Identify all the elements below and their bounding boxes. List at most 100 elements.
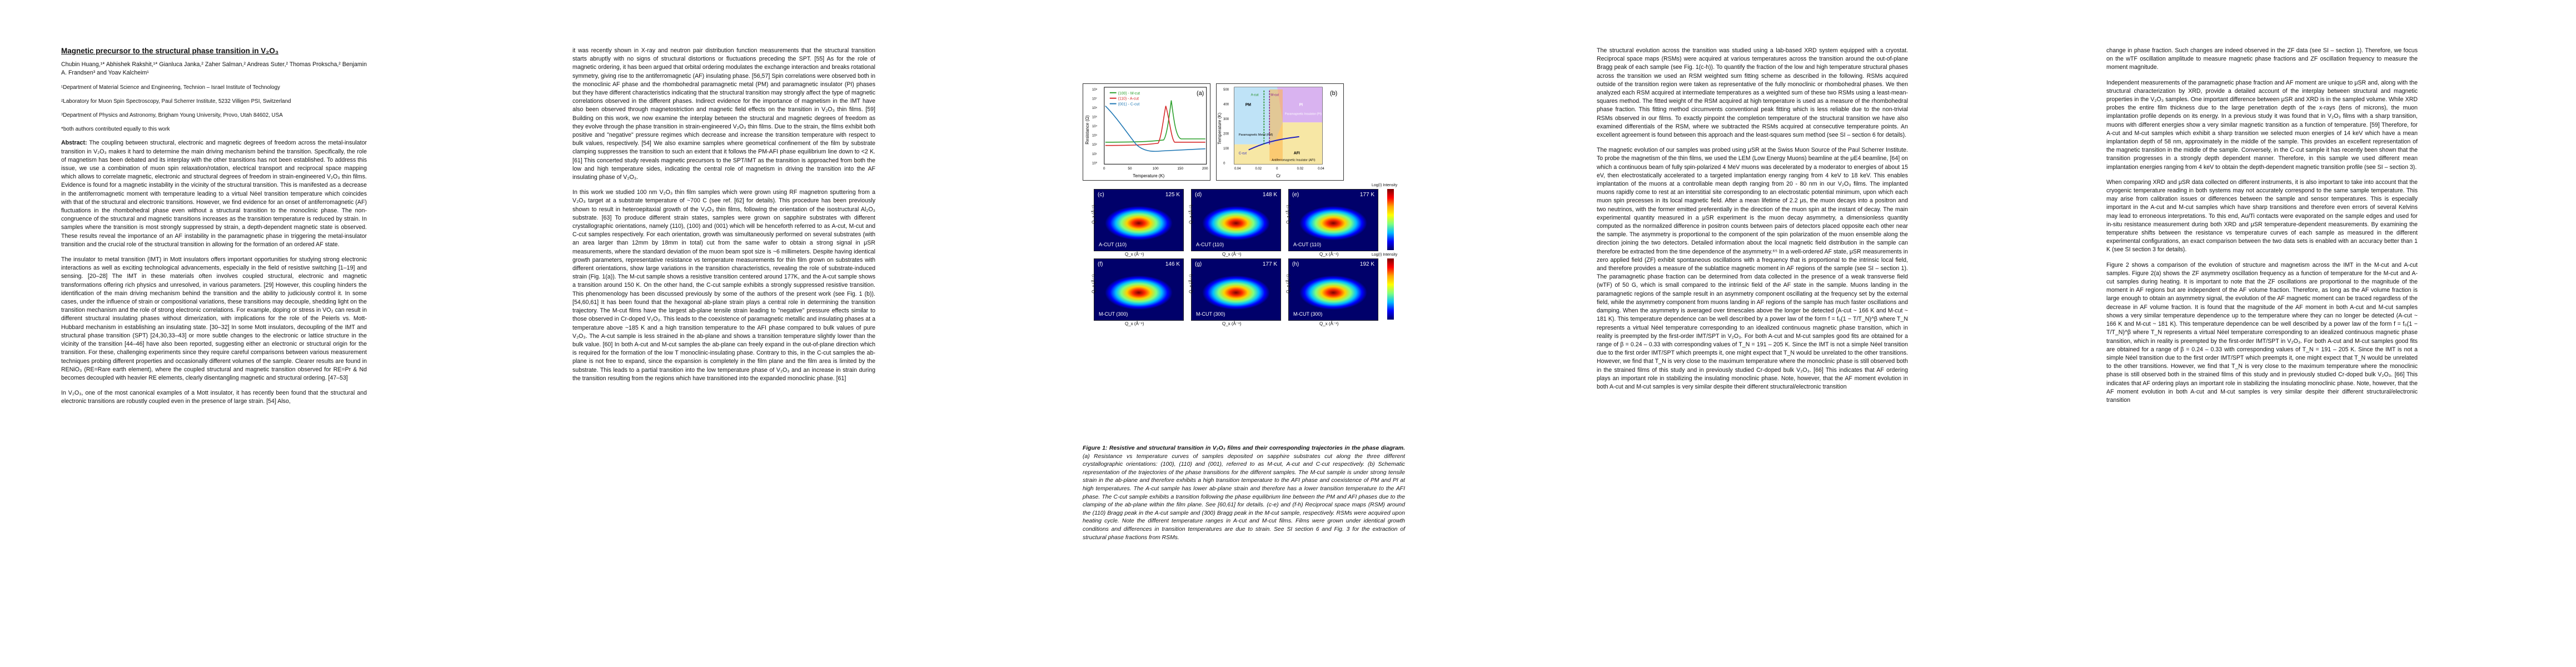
column-4: change in phase fraction. Such changes a… — [2106, 47, 2418, 411]
rsm-qx-label: Q_x (Å⁻¹) — [1319, 321, 1339, 326]
affiliation-3: ³Department of Physics and Astronomy, Br… — [61, 112, 283, 119]
legend-a-cut: (110) - A-cut — [1118, 97, 1139, 101]
rsm-peak-label: M-CUT (300) — [1196, 311, 1225, 317]
panel-a-y-tick: 10⁷ — [1092, 97, 1097, 101]
column-2: it was recently shown in X-ray and neutr… — [572, 47, 875, 390]
rsm-peak-label: A-CUT (110) — [1293, 242, 1322, 247]
rsm-qz-label: Q_z (Å⁻¹) — [1188, 274, 1194, 293]
rsm-temperature: 177 K — [1359, 192, 1374, 198]
phase-label-pi: PI — [1299, 103, 1303, 107]
affiliation-1: ¹Department of Material Science and Engi… — [61, 84, 280, 91]
col4-paragraph-3: When comparing XRD and μSR data collecte… — [2106, 178, 2418, 253]
rsm-temperature: 125 K — [1165, 192, 1180, 198]
phase-label-afi: AFI — [1294, 152, 1300, 156]
col4-paragraph-1: change in phase fraction. Such changes a… — [2106, 47, 2418, 71]
panel-a-y-tick: 10⁵ — [1092, 116, 1098, 120]
rsm-peak-label: M-CUT (300) — [1293, 311, 1323, 317]
panel-a-x-tick: 50 — [1128, 167, 1132, 171]
abstract: Abstract: The coupling between structura… — [61, 139, 367, 249]
pi-full-label: Paramagnetic Insulator (PI) — [1285, 112, 1322, 116]
a-cut-curve — [1105, 106, 1205, 146]
panel-a-y-tick: 10⁶ — [1092, 106, 1098, 110]
colorbar-label-bottom: Log(I) Intensity — [1372, 253, 1398, 257]
panel-a-y-tick: 10⁴ — [1092, 125, 1098, 128]
rsm-peak-label: A-CUT (110) — [1099, 242, 1127, 247]
rsm-peak-label: M-CUT (300) — [1099, 311, 1128, 317]
panel-b-xlabel: Cr — [1276, 173, 1281, 178]
rsm-temperature: 192 K — [1359, 261, 1374, 267]
panel-b-y-tick: 0 — [1223, 162, 1225, 165]
rsm-bottom-map-1: (g) 177 K M-CUT (300) Q_z (Å⁻¹) Q_x (Å⁻¹) — [1188, 258, 1281, 326]
abstract-label: Abstract: — [61, 140, 87, 147]
afi-full-label: Antiferromagnetic Insulator (AFI) — [1272, 158, 1316, 162]
col4-paragraph-2: Independent measurements of the paramagn… — [2106, 79, 2418, 171]
rsm-qz-label: Q_z (Å⁻¹) — [1188, 205, 1194, 224]
panel-a-x-tick: 200 — [1202, 167, 1208, 171]
rsm-qx-label: Q_x (Å⁻¹) — [1125, 252, 1144, 257]
colorbar-bottom — [1387, 258, 1394, 320]
col2-paragraph-1: it was recently shown in X-ray and neutr… — [572, 47, 875, 181]
panel-a-xlabel: Temperature (K) — [1133, 173, 1164, 178]
phase-label-pm: PM — [1245, 103, 1252, 107]
rsm-temperature: 177 K — [1262, 261, 1277, 267]
panel-b-x-tick: 0 — [1276, 167, 1278, 171]
arrow-label-c-cut: C-cut — [1239, 152, 1247, 156]
rsm-bottom-map-2: (h) 192 K M-CUT (300) Q_z (Å⁻¹) Q_x (Å⁻¹) — [1285, 258, 1378, 326]
col3-paragraph-1: The structural evolution across the tran… — [1597, 47, 1908, 139]
rsm-panel-label: (e) — [1292, 192, 1299, 198]
panel-b-y-tick: 300 — [1223, 118, 1229, 121]
figure-1-caption: Figure 1: Resistive and structural trans… — [1083, 445, 1405, 542]
col2-paragraph-2: In this work we studied 100 nm V₂O₃ thin… — [572, 189, 875, 382]
rsm-top-map-2: (e) 177 K A-CUT (110) Q_z (Å⁻¹) Q_x (Å⁻¹) — [1286, 189, 1378, 257]
rsm-temperature: 148 K — [1262, 192, 1277, 198]
panel-a-x-tick: 150 — [1177, 167, 1183, 171]
rsm-qx-label: Q_x (Å⁻¹) — [1222, 321, 1242, 326]
panel-b-ylabel: Temperature (K) — [1217, 112, 1222, 144]
rsm-qx-label: Q_x (Å⁻¹) — [1222, 252, 1242, 257]
rsm-panel-label: (f) — [1098, 261, 1103, 267]
affiliation-2: ²Laboratory for Muon Spin Spectroscopy, … — [61, 98, 291, 104]
rsm-qz-label: Q_z (Å⁻¹) — [1285, 274, 1291, 293]
rsm-top-map-1: (d) 148 K A-CUT (110) Q_z (Å⁻¹) Q_x (Å⁻¹) — [1188, 189, 1281, 257]
panel-b-y-tick: 200 — [1223, 132, 1229, 136]
col1-paragraph-2: In V₂O₃, one of the most canonical examp… — [61, 390, 367, 405]
col4-paragraph-4: Figure 2 shows a comparison of the evolu… — [2106, 261, 2418, 404]
rsm-peak-label: A-CUT (110) — [1196, 242, 1224, 247]
caption-text: (a) Resistance vs temperature curves of … — [1083, 453, 1405, 541]
rsm-temperature: 146 K — [1165, 261, 1180, 267]
panel-a-y-tick: 10³ — [1092, 135, 1097, 138]
panel-a-ylabel: Resistance (Ω) — [1085, 115, 1090, 145]
panel-a-x-tick: 0 — [1103, 167, 1105, 171]
colorbar-label-top: Log(I) Intensity — [1372, 183, 1398, 187]
panel-a-label: (a) — [1197, 90, 1204, 97]
arrow-label-a-cut: A-cut — [1251, 94, 1259, 97]
pi-region — [1277, 87, 1323, 123]
caption-label: Figure 1: Resistive and structural trans… — [1083, 445, 1405, 451]
rsm-panel-label: (d) — [1195, 192, 1202, 198]
panel-a-y-tick: 10⁰ — [1092, 161, 1098, 165]
col3-paragraph-2: The magnetic evolution of our samples wa… — [1597, 147, 1908, 390]
panel-a-y-tick: 10⁸ — [1092, 88, 1098, 92]
column-3: The structural evolution across the tran… — [1597, 47, 1908, 398]
panel-b-x-tick: 0.04 — [1318, 167, 1324, 171]
panel-b-y-tick: 100 — [1223, 147, 1229, 151]
bulk-band — [1269, 89, 1283, 161]
panel-b-phase-diagram: (b) Temperature (K) Cr 5004003002001000 … — [1216, 83, 1344, 181]
figure-1: (a) Resistance (Ω) Temperature (K) 10⁸ 10… — [1083, 83, 1412, 326]
panel-b-x-tick: 0.02 — [1297, 167, 1304, 171]
panel-a-resistance-plot: (a) Resistance (Ω) Temperature (K) 10⁸ 10… — [1083, 83, 1210, 181]
rsm-qz-label: Q_z (Å⁻¹) — [1091, 274, 1097, 293]
rsm-panel-label: (c) — [1098, 192, 1104, 198]
rsm-bottom-map-0: (f) 146 K M-CUT (300) Q_z (Å⁻¹) Q_x (Å⁻¹) — [1091, 258, 1184, 326]
pm-full-label: Paramagnetic Metal (PM) — [1239, 133, 1273, 137]
equal-contribution-note: *both authors contributed equally to thi… — [61, 126, 170, 133]
col1-paragraph-1: The insulator to metal transition (IMT) … — [61, 256, 367, 381]
panel-b-y-tick: 400 — [1223, 103, 1229, 106]
legend-m-cut: (100) - M-cut — [1118, 92, 1140, 96]
m-cut-curve — [1105, 100, 1205, 143]
panel-a-x-tick: 100 — [1153, 167, 1159, 171]
rsm-top-map-0: (c) 125 K A-CUT (110) Q_z (Å⁻¹) Q_x (Å⁻¹) — [1092, 189, 1184, 257]
c-cut-curve — [1105, 105, 1205, 152]
rsm-panel-label: (h) — [1292, 261, 1299, 267]
